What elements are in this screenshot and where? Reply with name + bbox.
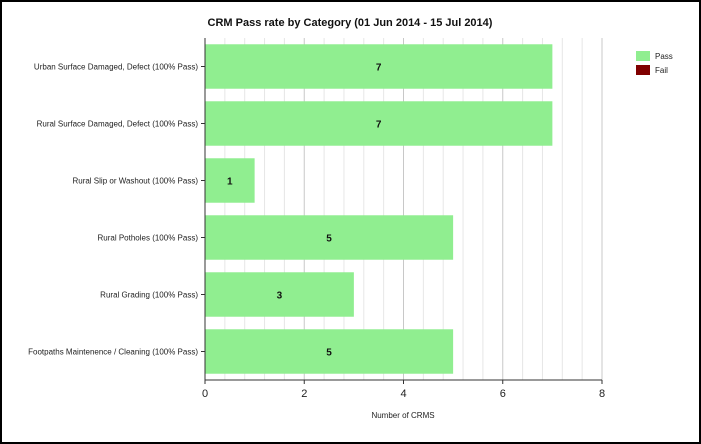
x-tick-label: 0 — [202, 388, 208, 400]
bar-pass — [205, 272, 354, 317]
bar-pass — [205, 329, 454, 374]
bars: 7 7 1 5 3 5 — [205, 44, 553, 374]
x-tick-label: 2 — [301, 388, 307, 400]
bar-value-label: 7 — [376, 120, 382, 131]
legend: Pass Fail — [636, 51, 673, 75]
bar-value-label: 3 — [277, 291, 283, 302]
bar-value-label: 5 — [326, 348, 332, 359]
bar-value-label: 5 — [326, 234, 332, 245]
x-axis-title: Number of CRMS — [371, 411, 434, 420]
category-label: Footpaths Maintenence / Cleaning (100% P… — [28, 348, 198, 357]
category-label: Rural Slip or Washout (100% Pass) — [72, 177, 198, 186]
category-label: Rural Surface Damaged, Defect (100% Pass… — [37, 120, 199, 129]
x-tick-label: 4 — [400, 388, 406, 400]
category-labels: Urban Surface Damaged, Defect (100% Pass… — [28, 63, 198, 357]
x-tick-label: 6 — [500, 388, 506, 400]
bar-value-label: 7 — [376, 63, 382, 74]
x-tick-label: 8 — [599, 388, 605, 400]
bar-pass — [205, 215, 454, 260]
bar-pass — [205, 44, 553, 89]
category-label: Urban Surface Damaged, Defect (100% Pass… — [34, 63, 198, 72]
legend-label: Fail — [655, 66, 668, 75]
legend-swatch — [636, 65, 650, 75]
grid-lines — [224, 38, 603, 380]
legend-label: Pass — [655, 52, 673, 61]
chart-title: CRM Pass rate by Category (01 Jun 2014 -… — [208, 17, 493, 29]
bar-pass — [205, 101, 553, 146]
x-tick-labels: 0 2 4 6 8 — [202, 388, 605, 400]
category-label: Rural Grading (100% Pass) — [100, 291, 198, 300]
bar-value-label: 1 — [227, 177, 233, 188]
category-label: Rural Potholes (100% Pass) — [98, 234, 199, 243]
axes — [201, 38, 603, 384]
legend-swatch — [636, 51, 650, 61]
bar-pass — [205, 158, 255, 203]
